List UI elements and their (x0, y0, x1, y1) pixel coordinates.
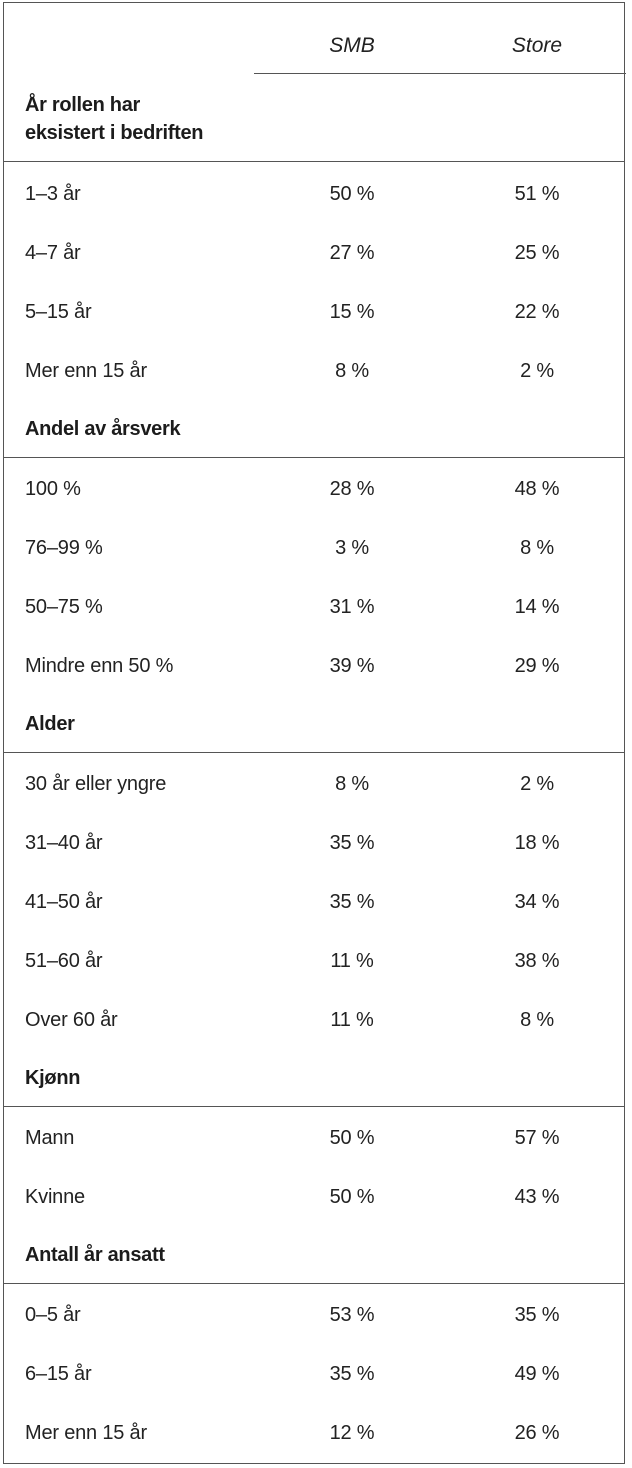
row-label: 1–3 år (25, 183, 81, 205)
cell-store: 34 % (514, 891, 560, 913)
table-row: 6–15 år 35 % 49 % (4, 1358, 624, 1390)
row-label: 50–75 % (25, 596, 103, 618)
row-label: 51–60 år (25, 950, 103, 972)
cell-store: 38 % (514, 950, 560, 972)
cell-store: 8 % (520, 537, 554, 559)
cell-smb: 27 % (329, 242, 375, 264)
column-header-smb: SMB (329, 34, 375, 57)
cell-store: 2 % (520, 360, 554, 382)
table-row: Over 60 år 11 % 8 % (4, 1004, 624, 1036)
cell-smb: 50 % (329, 1127, 375, 1149)
cell-smb: 28 % (329, 478, 375, 500)
cell-smb: 39 % (329, 655, 375, 677)
row-label: 30 år eller yngre (25, 773, 167, 795)
table-header: SMB Store (4, 3, 626, 75)
section-title-work-share: Andel av årsverk (25, 418, 181, 440)
header-divider (254, 73, 626, 74)
table-row: Mer enn 15 år 8 % 2 % (4, 355, 624, 387)
cell-smb: 50 % (329, 1186, 375, 1208)
table-row: 4–7 år 27 % 25 % (4, 237, 624, 269)
section-divider (4, 161, 624, 162)
cell-smb: 8 % (335, 360, 369, 382)
table-row: 5–15 år 15 % 22 % (4, 296, 624, 328)
section-title-line2: eksistert i bedriften (25, 122, 204, 144)
cell-store: 22 % (514, 301, 560, 323)
table-row: 31–40 år 35 % 18 % (4, 827, 624, 859)
section-divider (4, 752, 624, 753)
row-label: 41–50 år (25, 891, 103, 913)
cell-store: 26 % (514, 1422, 560, 1444)
table-row: 100 % 28 % 48 % (4, 473, 624, 505)
cell-store: 43 % (514, 1186, 560, 1208)
row-label: Mindre enn 50 % (25, 655, 174, 677)
row-label: Kvinne (25, 1186, 85, 1208)
cell-smb: 15 % (329, 301, 375, 323)
cell-store: 18 % (514, 832, 560, 854)
cell-smb: 12 % (329, 1422, 375, 1444)
table-row: Mindre enn 50 % 39 % 29 % (4, 650, 624, 682)
section-title-age: Alder (25, 713, 75, 735)
cell-smb: 8 % (335, 773, 369, 795)
cell-smb: 53 % (329, 1304, 375, 1326)
cell-smb: 31 % (329, 596, 375, 618)
section-divider (4, 457, 624, 458)
table-row: 51–60 år 11 % 38 % (4, 945, 624, 977)
table-row: 76–99 % 3 % 8 % (4, 532, 624, 564)
section-divider (4, 1106, 624, 1107)
row-label: Over 60 år (25, 1009, 118, 1031)
cell-store: 14 % (514, 596, 560, 618)
row-label: Mer enn 15 år (25, 360, 147, 382)
row-label: 31–40 år (25, 832, 103, 854)
cell-smb: 50 % (329, 183, 375, 205)
table-row: Mer enn 15 år 12 % 26 % (4, 1417, 624, 1449)
section-title-tenure: Antall år ansatt (25, 1244, 165, 1266)
row-label: Mann (25, 1127, 75, 1149)
cell-store: 51 % (514, 183, 560, 205)
cell-store: 57 % (514, 1127, 560, 1149)
cell-store: 8 % (520, 1009, 554, 1031)
row-label: 4–7 år (25, 242, 81, 264)
table-row: Kvinne 50 % 43 % (4, 1181, 624, 1213)
cell-store: 25 % (514, 242, 560, 264)
row-label: 6–15 år (25, 1363, 92, 1385)
table-row: 30 år eller yngre 8 % 2 % (4, 768, 624, 800)
cell-smb: 35 % (329, 1363, 375, 1385)
table-row: 50–75 % 31 % 14 % (4, 591, 624, 623)
cell-smb: 11 % (330, 1009, 374, 1031)
section-title-role-age: År rollen har eksistert i bedriften (25, 91, 204, 147)
row-label: 0–5 år (25, 1304, 81, 1326)
row-label: 76–99 % (25, 537, 103, 559)
section-divider (4, 1283, 624, 1284)
cell-store: 48 % (514, 478, 560, 500)
table-row: 41–50 år 35 % 34 % (4, 886, 624, 918)
table-row: Mann 50 % 57 % (4, 1122, 624, 1154)
cell-smb: 11 % (330, 950, 374, 972)
row-label: Mer enn 15 år (25, 1422, 147, 1444)
table-row: 0–5 år 53 % 35 % (4, 1299, 624, 1331)
cell-store: 29 % (514, 655, 560, 677)
table-row: 1–3 år 50 % 51 % (4, 178, 624, 210)
section-title-line1: År rollen har (25, 94, 141, 116)
cell-store: 49 % (514, 1363, 560, 1385)
row-label: 5–15 år (25, 301, 92, 323)
cell-store: 35 % (514, 1304, 560, 1326)
cell-smb: 35 % (329, 891, 375, 913)
cell-store: 2 % (520, 773, 554, 795)
section-title-gender: Kjønn (25, 1067, 81, 1089)
column-header-store: Store (511, 34, 563, 57)
row-label: 100 % (25, 478, 81, 500)
data-table: SMB Store År rollen har eksistert i bedr… (3, 2, 626, 1464)
cell-smb: 35 % (329, 832, 375, 854)
cell-smb: 3 % (335, 537, 369, 559)
